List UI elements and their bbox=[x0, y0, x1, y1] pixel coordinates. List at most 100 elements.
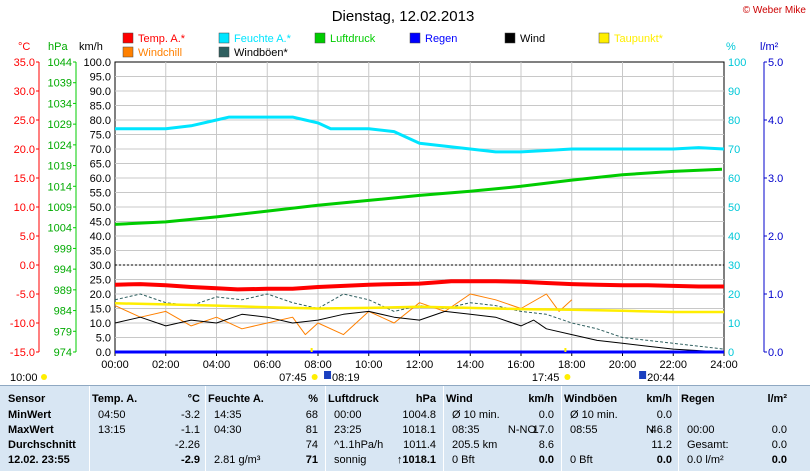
hum-tick-label: 80 bbox=[728, 115, 740, 127]
press-tick-label: 999 bbox=[54, 243, 72, 255]
hum-tick-label: 40 bbox=[728, 231, 740, 243]
moonrise-icon bbox=[324, 371, 332, 379]
table-column-divider bbox=[205, 386, 206, 472]
legend-label: Windböen* bbox=[234, 47, 289, 59]
wind-tick-label: 25.0 bbox=[90, 275, 111, 287]
row-label: 12.02. 23:55 bbox=[8, 454, 70, 466]
wind-column-header: Wind bbox=[446, 393, 473, 405]
x-tick-label: 22:00 bbox=[659, 359, 687, 371]
temp-cell-value: -2.9 bbox=[181, 454, 200, 466]
wind-cell-value: 8.6 bbox=[538, 439, 554, 451]
temp-cell-value: -2.26 bbox=[174, 439, 200, 451]
legend-label: Regen bbox=[425, 33, 457, 45]
rain-tick-label: 4.0 bbox=[768, 115, 783, 127]
sunset-time: 17:45 bbox=[532, 372, 560, 384]
copyright-label: © Weber Mike bbox=[743, 5, 807, 16]
temp-tick-label: 5.0 bbox=[20, 231, 35, 243]
gust-column-header: Windböen bbox=[564, 393, 618, 405]
x-tick-label: 16:00 bbox=[507, 359, 535, 371]
wind-tick-label: 15.0 bbox=[90, 304, 111, 316]
wind-tick-label: 80.0 bbox=[90, 115, 111, 127]
rain-cell-value: 0.0 bbox=[771, 439, 787, 451]
hum-tick-label: 100 bbox=[728, 57, 746, 69]
plot-grid bbox=[114, 61, 725, 353]
rain-tick-label: 2.0 bbox=[768, 231, 783, 243]
moon-phase-icon bbox=[639, 371, 647, 379]
series-line-temp-a bbox=[114, 279, 724, 292]
rain-cell-label: Gesamt: bbox=[687, 439, 729, 451]
rain-cell-label: 0.0 l/m² bbox=[687, 454, 724, 466]
legend-label: Taupunkt* bbox=[614, 33, 664, 45]
gust-cell-label: Ø 10 min. bbox=[570, 409, 618, 421]
moon-icon bbox=[41, 374, 47, 380]
gust-cell-value: 0.0 bbox=[656, 454, 672, 466]
x-tick-label: 18:00 bbox=[558, 359, 586, 371]
rain-tick-label: 0.0 bbox=[768, 347, 783, 359]
x-tick-label: 08:00 bbox=[304, 359, 332, 371]
legend: Temp. A.* Feuchte A.* Luftdruck Regen Wind Ta… bbox=[122, 32, 664, 59]
press-tick-label: 984 bbox=[54, 306, 72, 318]
temp-axis-unit: °C bbox=[18, 41, 30, 53]
rain-cell-value: 0.0 bbox=[771, 424, 787, 436]
hum-tick-label: 70 bbox=[728, 144, 740, 156]
legend-swatch bbox=[122, 46, 134, 58]
wind-axis-unit: km/h bbox=[79, 41, 103, 53]
wind-cell-label: 205.5 km bbox=[452, 439, 498, 451]
press-cell-label: 23:25 bbox=[334, 424, 362, 436]
wind-cell-label: 08:35 bbox=[452, 424, 480, 436]
legend-swatch bbox=[598, 32, 610, 44]
legend-swatch bbox=[409, 32, 421, 44]
press-tick-label: 1019 bbox=[48, 161, 72, 173]
legend-swatch bbox=[122, 32, 134, 44]
gust-cell-direction: N bbox=[646, 424, 654, 436]
wind-tick-label: 40.0 bbox=[90, 231, 111, 243]
legend-label: Luftdruck bbox=[330, 33, 376, 45]
wind-tick-label: 100.0 bbox=[83, 57, 111, 69]
press-cell-label: 00:00 bbox=[334, 409, 362, 421]
press-tick-label: 994 bbox=[54, 264, 72, 276]
wind-tick-label: 95.0 bbox=[90, 72, 111, 84]
x-tick-label: 20:00 bbox=[609, 359, 637, 371]
rain-unit-label: l/m² bbox=[767, 393, 787, 405]
series-line-feuchte-a bbox=[115, 115, 725, 154]
table-column-divider bbox=[678, 386, 679, 472]
hum-cell-value: 74 bbox=[305, 439, 318, 451]
weather-chart: Dienstag, 12.02.2013 © Weber Mike Temp. … bbox=[10, 5, 807, 384]
x-tick-label: 02:00 bbox=[152, 359, 180, 371]
press-tick-label: 1044 bbox=[48, 57, 72, 69]
wind-tick-label: 0.0 bbox=[96, 347, 111, 359]
moonrise-time: 08:19 bbox=[332, 372, 360, 384]
row-label: MinWert bbox=[8, 409, 52, 421]
press-unit-label: hPa bbox=[415, 393, 436, 405]
hum-tick-label: 60 bbox=[728, 173, 740, 185]
wind-tick-label: 35.0 bbox=[90, 246, 111, 258]
temp-tick-label: 15.0 bbox=[14, 173, 35, 185]
moonset-time: 10:00 bbox=[10, 372, 38, 384]
hum-cell-label: 14:35 bbox=[214, 409, 242, 421]
x-tick-label: 24:00 bbox=[710, 359, 738, 371]
rain-cell-value: 0.0 bbox=[771, 454, 787, 466]
axes: 35.0 30.0 25.0 20.0 15.0 10.0 5.0 0.0 -5.0 -10.0 -… bbox=[10, 41, 783, 371]
hum-tick-label: 0 bbox=[728, 347, 734, 359]
wind-tick-label: 60.0 bbox=[90, 173, 111, 185]
sun-icon bbox=[564, 374, 571, 380]
hum-cell-value: 71 bbox=[305, 454, 318, 466]
chart-title: Dienstag, 12.02.2013 bbox=[332, 8, 475, 25]
gust-cell-label: 0 Bft bbox=[570, 454, 593, 466]
hum-tick-label: 50 bbox=[728, 202, 740, 214]
temp-column-header: Temp. A. bbox=[92, 393, 138, 405]
wind-cell-value: 17.0 bbox=[532, 424, 554, 436]
wind-cell-label: Ø 10 min. bbox=[452, 409, 500, 421]
table-column-divider bbox=[561, 386, 562, 472]
legend-swatch bbox=[314, 32, 326, 44]
table-column-divider bbox=[89, 386, 90, 472]
stats-table: Sensor MinWert MaxWert Durchschnitt 12.02. 2… bbox=[0, 385, 810, 472]
hum-column-header: Feuchte A. bbox=[208, 393, 264, 405]
wind-tick-label: 90.0 bbox=[90, 86, 111, 98]
temp-cell-value: -1.1 bbox=[181, 424, 200, 436]
press-axis-unit: hPa bbox=[48, 41, 68, 53]
rain-column-header: Regen bbox=[681, 393, 715, 405]
sunrise-time: 07:45 bbox=[279, 372, 307, 384]
rain-tick-label: 5.0 bbox=[768, 57, 783, 69]
wind-cell-direction: N-NO bbox=[507, 424, 536, 436]
